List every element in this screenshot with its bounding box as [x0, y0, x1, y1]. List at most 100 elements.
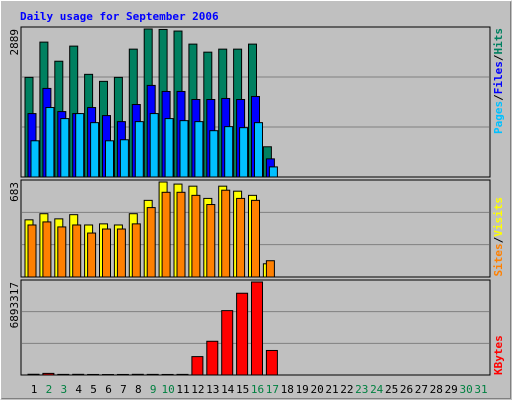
bar: [131, 223, 141, 278]
bar: [146, 373, 159, 376]
x-tick-label: 26: [400, 383, 413, 396]
y-tick-label: 6893317: [8, 282, 21, 328]
y-tick-label: 2889: [8, 29, 21, 56]
bar: [236, 197, 246, 278]
bar: [191, 194, 201, 278]
bar: [27, 373, 40, 376]
x-tick-label: 23: [355, 383, 368, 396]
x-tick-label: 7: [120, 383, 127, 396]
bar: [131, 373, 144, 376]
x-tick-label: 30: [459, 383, 472, 396]
x-tick-label: 16: [251, 383, 264, 396]
bar: [164, 118, 174, 178]
bar: [30, 140, 40, 178]
x-tick-label: 12: [191, 383, 204, 396]
legend-entry: Hits: [492, 28, 505, 55]
bar: [265, 260, 275, 278]
bar: [194, 121, 204, 178]
x-tick-label: 13: [206, 383, 219, 396]
bar: [251, 281, 263, 376]
x-tick-label: 8: [135, 383, 142, 396]
bar: [239, 127, 249, 178]
bar: [57, 373, 70, 376]
bar: [102, 228, 111, 278]
chart-title: Daily usage for September 2006: [20, 10, 219, 23]
legend-entry: Files: [492, 61, 505, 94]
bar: [236, 292, 249, 376]
bar: [72, 373, 85, 376]
legend-separator: /: [492, 54, 505, 61]
x-tick-label: 17: [266, 383, 279, 396]
legend: KBytes: [492, 335, 505, 375]
x-tick-label: 9: [150, 383, 157, 396]
legend-entry: Pages: [492, 101, 505, 134]
x-tick-label: 5: [90, 383, 97, 396]
x-tick-label: 4: [75, 383, 82, 396]
legend-entry: Visits: [492, 197, 505, 237]
bar: [176, 373, 189, 376]
bar: [27, 224, 37, 278]
bar: [87, 373, 100, 376]
x-tick-label: 2: [46, 383, 53, 396]
bar: [268, 166, 278, 178]
x-tick-label: 19: [296, 383, 309, 396]
bar: [105, 140, 114, 178]
x-tick-label: 28: [430, 383, 443, 396]
bar: [224, 126, 234, 178]
x-tick-label: 21: [325, 383, 338, 396]
bar: [60, 118, 70, 178]
x-tick-label: 3: [60, 383, 67, 396]
bar: [254, 122, 263, 178]
legend-separator: /: [492, 236, 505, 243]
x-tick-label: 22: [340, 383, 353, 396]
bar: [149, 113, 159, 178]
bar: [161, 373, 174, 376]
bar: [221, 189, 231, 278]
bar: [179, 120, 189, 178]
bar: [209, 130, 219, 178]
x-tick-label: 11: [176, 383, 189, 396]
y-tick-label: 683: [8, 182, 21, 202]
x-tick-label: 27: [415, 383, 428, 396]
x-tick-label: 31: [474, 383, 487, 396]
legend-entry: KBytes: [492, 335, 505, 375]
bar: [176, 191, 186, 278]
bar: [90, 122, 100, 178]
legend: Sites/Visits: [492, 197, 505, 277]
bar: [116, 228, 126, 278]
legend: Pages/Files/Hits: [492, 28, 505, 134]
bar: [42, 372, 55, 376]
bar: [221, 310, 234, 376]
bar: [42, 221, 52, 278]
x-tick-label: 1: [31, 383, 38, 396]
bar: [45, 107, 55, 178]
bar: [251, 199, 260, 278]
bar: [146, 207, 156, 278]
x-tick-label: 15: [236, 383, 249, 396]
bar: [206, 204, 216, 278]
x-tick-label: 18: [281, 383, 294, 396]
bar: [87, 232, 97, 278]
x-tick-label: 29: [445, 383, 458, 396]
bar: [75, 113, 85, 178]
bar: [265, 349, 278, 376]
bar: [72, 224, 82, 278]
x-tick-label: 10: [161, 383, 174, 396]
bar: [191, 356, 204, 376]
bar: [57, 226, 67, 278]
x-tick-label: 14: [221, 383, 235, 396]
x-tick-label: 6: [105, 383, 112, 396]
bar: [116, 373, 129, 376]
x-tick-label: 24: [370, 383, 384, 396]
legend-entry: Sites: [492, 243, 505, 276]
bar: [119, 139, 129, 178]
legend-separator: /: [492, 94, 505, 101]
bar: [134, 121, 144, 178]
x-tick-label: 25: [385, 383, 398, 396]
bar: [161, 191, 171, 278]
bar: [206, 340, 219, 376]
x-tick-label: 20: [310, 383, 323, 396]
